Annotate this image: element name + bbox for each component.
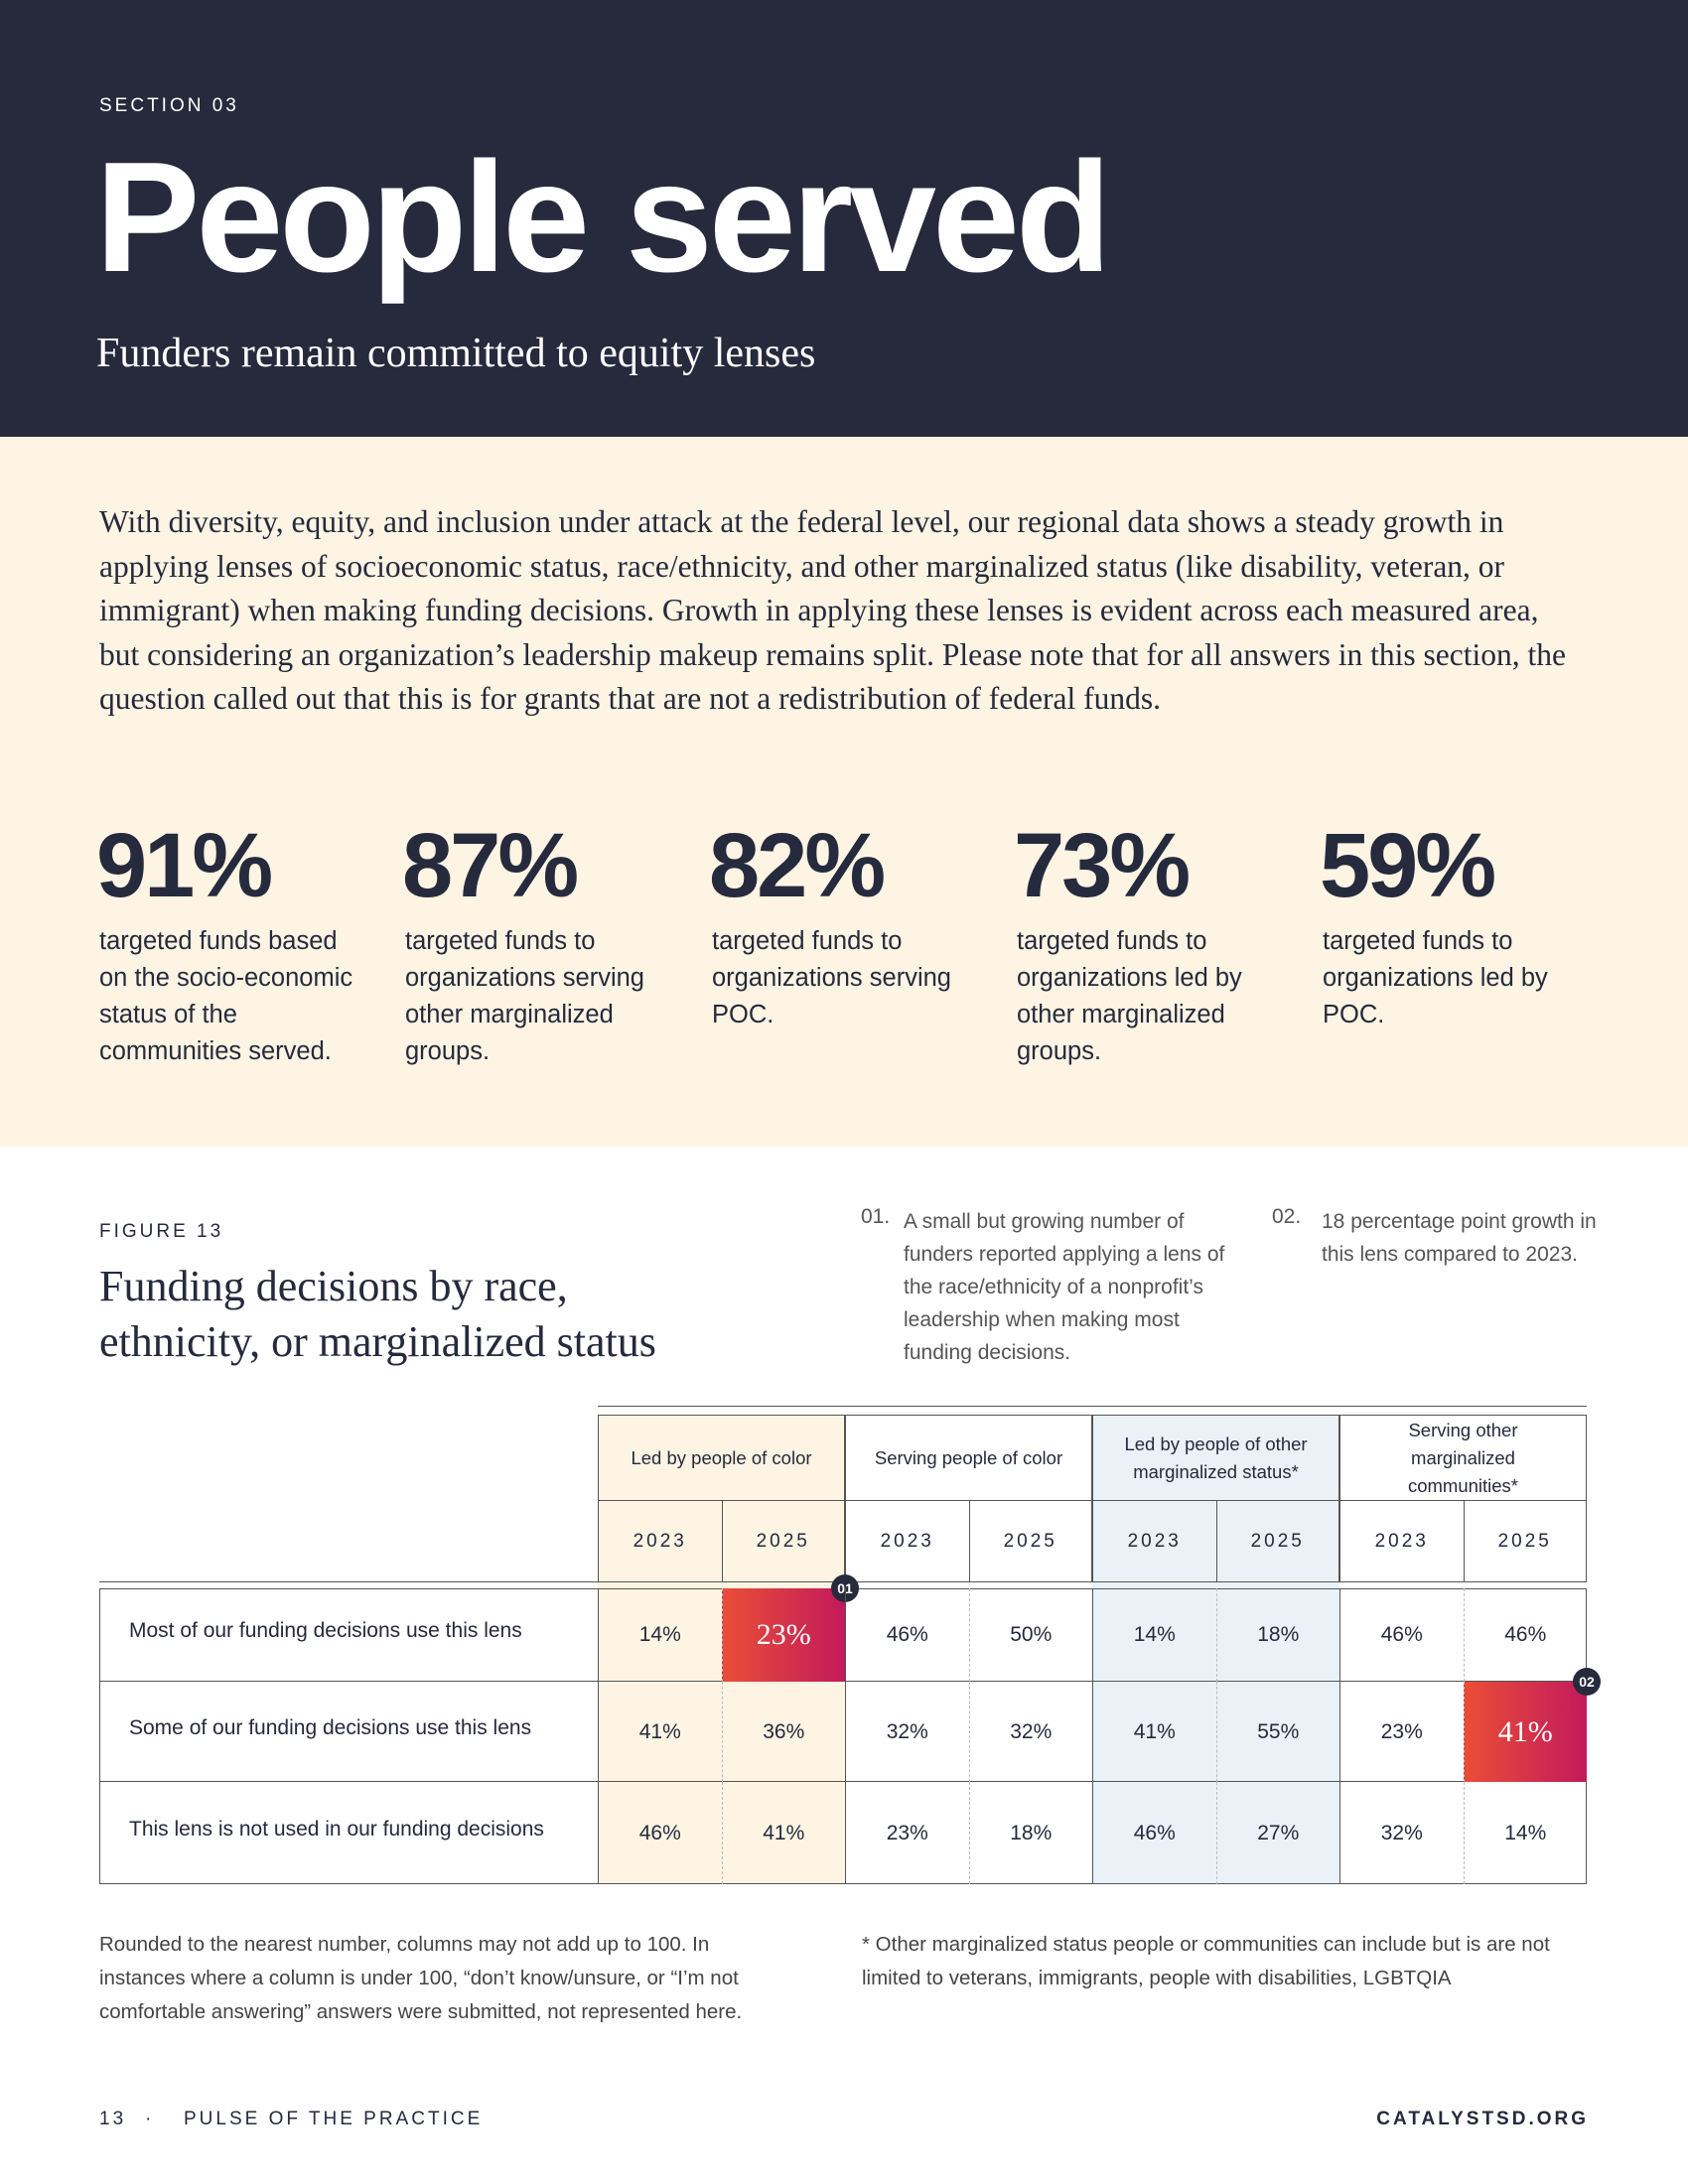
table-cell: 50% <box>968 1588 1093 1682</box>
group-header: Serving other marginalized communities* <box>1339 1415 1587 1501</box>
stat-value: 73% <box>1014 815 1191 916</box>
group-header: Led by people of other marginalized stat… <box>1092 1415 1339 1501</box>
table-cell: 32% <box>1339 1782 1464 1884</box>
note-text: 18 percentage point growth in this lens … <box>1322 1210 1597 1266</box>
year-header: 2025 <box>721 1501 845 1581</box>
table-cell: 36% <box>721 1682 846 1782</box>
table-cell: 18% <box>1215 1588 1340 1682</box>
footnote: * Other marginalized status people or co… <box>862 1933 1550 1989</box>
subtitle: Funders remain committed to equity lense… <box>96 331 816 376</box>
section-label: SECTION 03 <box>99 95 239 116</box>
separator: · <box>145 2109 155 2129</box>
table-cell: 23% <box>1339 1682 1464 1782</box>
row-label: Most of our funding decisions use this l… <box>129 1619 522 1642</box>
table-cell: 46% <box>1339 1588 1464 1682</box>
year-header: 2025 <box>1463 1501 1587 1581</box>
badge: 02 <box>1573 1668 1601 1696</box>
figure-title: Funding decisions by race, ethnicity, or… <box>99 1262 656 1366</box>
year-header: 2023 <box>1339 1501 1464 1581</box>
table-cell: 55% <box>1215 1682 1340 1782</box>
table-cell: 41% <box>721 1782 846 1884</box>
year-header: 2025 <box>968 1501 1092 1581</box>
stat-text: targeted funds to organizations serving … <box>712 927 951 1028</box>
site: CATALYSTSD.ORG <box>1376 2109 1589 2129</box>
stat-value: 82% <box>709 815 886 916</box>
stat-text: targeted funds based on the socio-econom… <box>99 927 353 1065</box>
table-cell: 46% <box>845 1588 969 1682</box>
table-cell: 46% <box>1463 1588 1588 1682</box>
stat-text: targeted funds to organizations led by o… <box>1017 927 1242 1065</box>
table-cell: 41% <box>598 1682 722 1782</box>
stat-value: 59% <box>1320 815 1496 916</box>
group-header: Serving people of color <box>845 1415 1092 1501</box>
stat-text: targeted funds to organizations led by P… <box>1323 927 1548 1028</box>
table-cell: 23% <box>845 1782 969 1884</box>
figure-label: FIGURE 13 <box>99 1221 224 1242</box>
intro-text: With diversity, equity, and inclusion un… <box>99 504 1566 716</box>
year-header: 2023 <box>598 1501 722 1581</box>
row-border <box>99 1782 1587 1884</box>
table-cell: 46% <box>1092 1782 1216 1884</box>
table-cell: 32% <box>845 1682 969 1782</box>
row-label: Some of our funding decisions use this l… <box>129 1715 532 1739</box>
table-cell: 27% <box>1215 1782 1340 1884</box>
table-cell: 46% <box>598 1782 722 1884</box>
table-cell: 41% <box>1463 1682 1587 1782</box>
header-band <box>0 0 1688 437</box>
table-cell: 18% <box>968 1782 1093 1884</box>
note-marker: 01. <box>861 1205 891 1228</box>
publication: PULSE OF THE PRACTICE <box>184 2109 484 2129</box>
page-number: 13 <box>99 2109 127 2129</box>
rule <box>598 1406 1587 1407</box>
table-cell: 14% <box>598 1588 722 1682</box>
stat-value: 87% <box>402 815 579 916</box>
table-cell: 14% <box>1463 1782 1588 1884</box>
intro-band <box>0 437 1688 1147</box>
table-cell: 41% <box>1092 1682 1216 1782</box>
table-cell: 14% <box>1092 1588 1216 1682</box>
group-header: Led by people of color <box>598 1415 845 1501</box>
row-label: This lens is not used in our funding dec… <box>129 1817 544 1841</box>
year-header: 2023 <box>845 1501 969 1581</box>
note-text: A small but growing number of funders re… <box>904 1210 1225 1364</box>
stat-value: 91% <box>96 815 273 916</box>
table-cell: 23% <box>721 1588 845 1682</box>
stat-text: targeted funds to organizations serving … <box>405 927 644 1065</box>
year-header: 2023 <box>1092 1501 1216 1581</box>
year-header: 2025 <box>1215 1501 1339 1581</box>
footnote: Rounded to the nearest number, columns m… <box>99 1933 743 2023</box>
note-marker: 02. <box>1272 1205 1302 1228</box>
page-title: People served <box>95 130 1111 305</box>
table-cell: 32% <box>968 1682 1093 1782</box>
